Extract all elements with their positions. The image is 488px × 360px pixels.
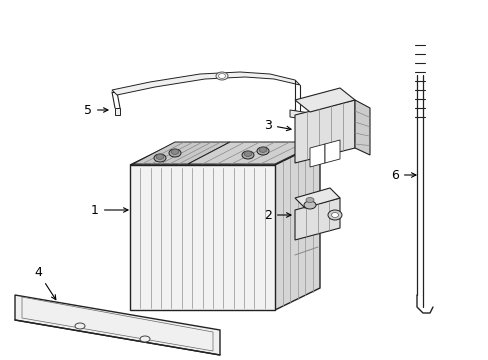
Polygon shape <box>112 72 299 95</box>
Text: 1: 1 <box>91 203 128 216</box>
Polygon shape <box>130 143 319 165</box>
Text: 6: 6 <box>390 168 415 181</box>
Polygon shape <box>294 198 339 240</box>
Ellipse shape <box>171 149 179 154</box>
Text: 4: 4 <box>34 266 56 300</box>
Text: 5: 5 <box>84 104 108 117</box>
Ellipse shape <box>154 154 165 162</box>
Polygon shape <box>294 100 354 163</box>
Polygon shape <box>274 143 319 310</box>
Ellipse shape <box>169 149 181 157</box>
Ellipse shape <box>156 154 163 159</box>
Polygon shape <box>309 144 325 167</box>
Text: 2: 2 <box>264 208 290 221</box>
Ellipse shape <box>259 147 266 152</box>
Ellipse shape <box>216 72 227 80</box>
Ellipse shape <box>218 73 225 78</box>
Polygon shape <box>289 110 309 120</box>
Ellipse shape <box>244 151 251 156</box>
Polygon shape <box>294 188 339 208</box>
Polygon shape <box>325 140 339 163</box>
Polygon shape <box>187 142 319 164</box>
Polygon shape <box>130 165 274 310</box>
Ellipse shape <box>140 336 150 342</box>
Ellipse shape <box>327 210 341 220</box>
Ellipse shape <box>257 147 268 155</box>
Ellipse shape <box>305 198 313 202</box>
Ellipse shape <box>331 212 338 217</box>
Polygon shape <box>115 108 120 115</box>
Polygon shape <box>22 297 213 351</box>
Polygon shape <box>15 295 220 355</box>
Ellipse shape <box>304 201 315 209</box>
Polygon shape <box>354 100 369 155</box>
Polygon shape <box>294 88 354 112</box>
Ellipse shape <box>242 151 253 159</box>
Polygon shape <box>133 142 229 164</box>
Text: 3: 3 <box>264 118 290 131</box>
Ellipse shape <box>75 323 85 329</box>
